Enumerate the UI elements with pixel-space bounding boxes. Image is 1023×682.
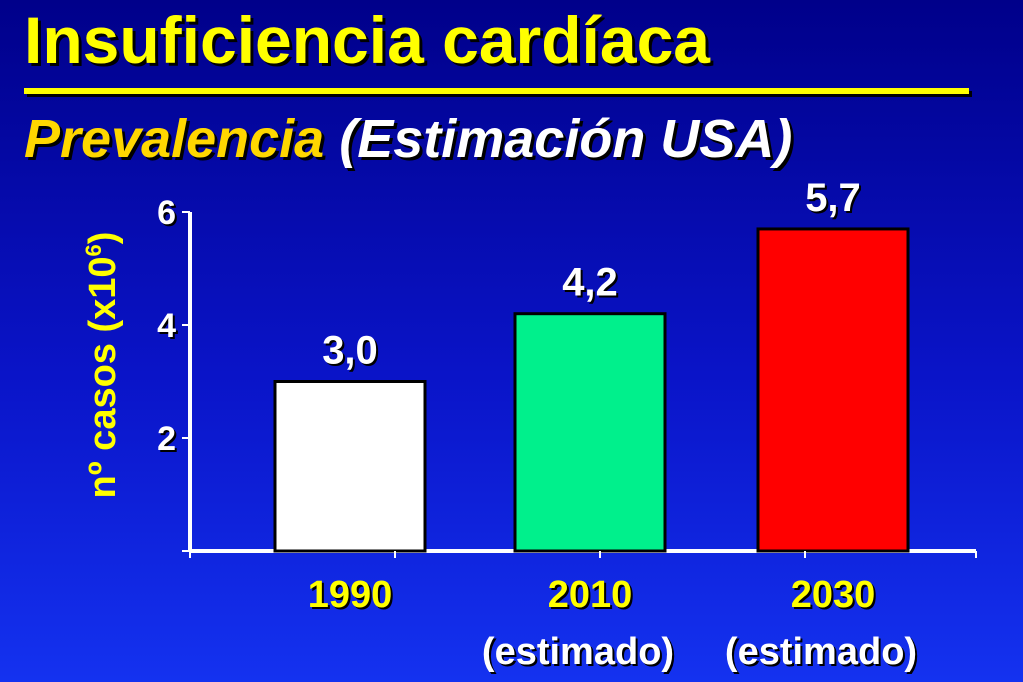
data-label: 4,2 [562, 261, 618, 305]
x-tick-label: 2030 [791, 574, 876, 616]
bar-2030 [756, 227, 910, 553]
x-tick-note: (estimado) [482, 631, 674, 673]
slide-subtitle: Prevalencia (Estimación USA) [24, 108, 792, 170]
y-tick-label: 4 [157, 307, 176, 345]
x-tick-label: 1990 [308, 574, 393, 616]
data-label: 5,7 [805, 176, 861, 220]
bar-1990 [273, 380, 427, 553]
bar-2010 [513, 312, 667, 553]
title-underline [24, 88, 969, 94]
y-tick-label: 6 [157, 194, 176, 232]
x-tick-label: 2010 [548, 574, 633, 616]
data-label: 3,0 [322, 329, 378, 373]
y-tick-label: 2 [157, 420, 176, 458]
subtitle-prevalencia: Prevalencia [24, 109, 325, 169]
x-tick-note: (estimado) [725, 631, 917, 673]
subtitle-estimation: (Estimación USA) [339, 109, 793, 169]
slide-title: Insuficiencia cardíaca [24, 3, 711, 77]
